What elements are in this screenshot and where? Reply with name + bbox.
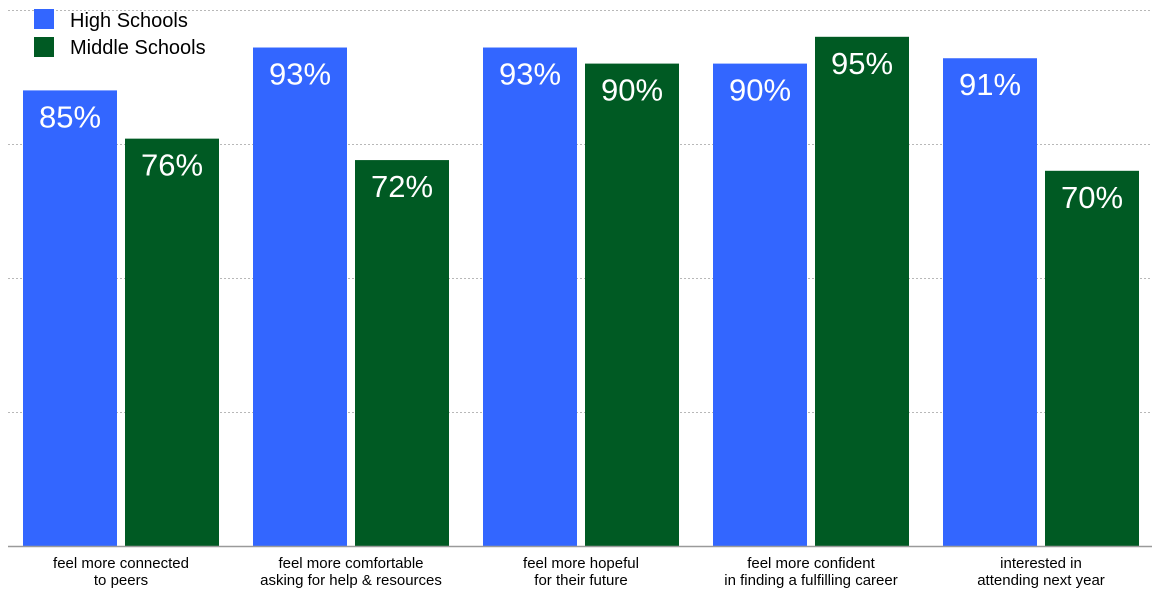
category-label-line: feel more hopeful (523, 555, 639, 572)
bar-middle-schools-1 (355, 160, 449, 546)
category-label-1: feel more comfortable asking for help & r… (260, 555, 442, 589)
category-label-line: feel more comfortable (278, 555, 423, 572)
data-label-middle-schools-4: 70% (1061, 180, 1123, 215)
category-label-line: interested in (1000, 555, 1082, 572)
bar-high-schools-2 (483, 47, 577, 547)
category-label-line: feel more connected (53, 555, 189, 572)
data-label-high-schools-4: 91% (959, 67, 1021, 102)
legend-swatch-middle-schools (34, 37, 54, 57)
category-label-3: feel more confident in finding a fulfilli… (724, 555, 897, 589)
data-label-middle-schools-1: 72% (371, 169, 433, 204)
bar-middle-schools-4 (1045, 170, 1139, 547)
legend-label-high-schools: High Schools (70, 10, 188, 32)
data-label-middle-schools-0: 76% (141, 148, 203, 183)
bar-middle-schools-3 (815, 36, 909, 547)
category-label-line: attending next year (977, 572, 1105, 589)
data-label-middle-schools-3: 95% (831, 46, 893, 81)
category-label-0: feel more connected to peers (53, 555, 189, 589)
category-label-line: to peers (94, 572, 148, 589)
category-label-4: interested in attending next year (977, 555, 1105, 589)
category-label-line: feel more confident (747, 555, 875, 572)
category-labels: feel more connected to peers feel more com… (53, 555, 1105, 589)
data-label-high-schools-3: 90% (729, 73, 791, 108)
category-label-line: in finding a fulfilling career (724, 572, 897, 589)
bar-high-schools-0 (23, 90, 117, 547)
legend-label-middle-schools: Middle Schools (70, 37, 206, 59)
legend: High Schools Middle Schools (34, 9, 206, 59)
legend-swatch-high-schools (34, 9, 54, 29)
category-label-2: feel more hopeful for their future (523, 555, 639, 589)
bar-middle-schools-0 (125, 138, 219, 546)
bar-high-schools-1 (253, 47, 347, 547)
category-label-line: asking for help & resources (260, 572, 442, 589)
category-label-line: for their future (534, 572, 627, 589)
bar-high-schools-3 (713, 63, 807, 546)
bar-high-schools-4 (943, 58, 1037, 547)
bars: 85% 93% 93% 90% 91% 76% 72% 90% 95% 70% (23, 36, 1139, 547)
bar-middle-schools-2 (585, 63, 679, 546)
data-label-high-schools-2: 93% (499, 57, 561, 92)
data-label-high-schools-1: 93% (269, 57, 331, 92)
data-label-high-schools-0: 85% (39, 99, 101, 134)
data-label-middle-schools-2: 90% (601, 73, 663, 108)
